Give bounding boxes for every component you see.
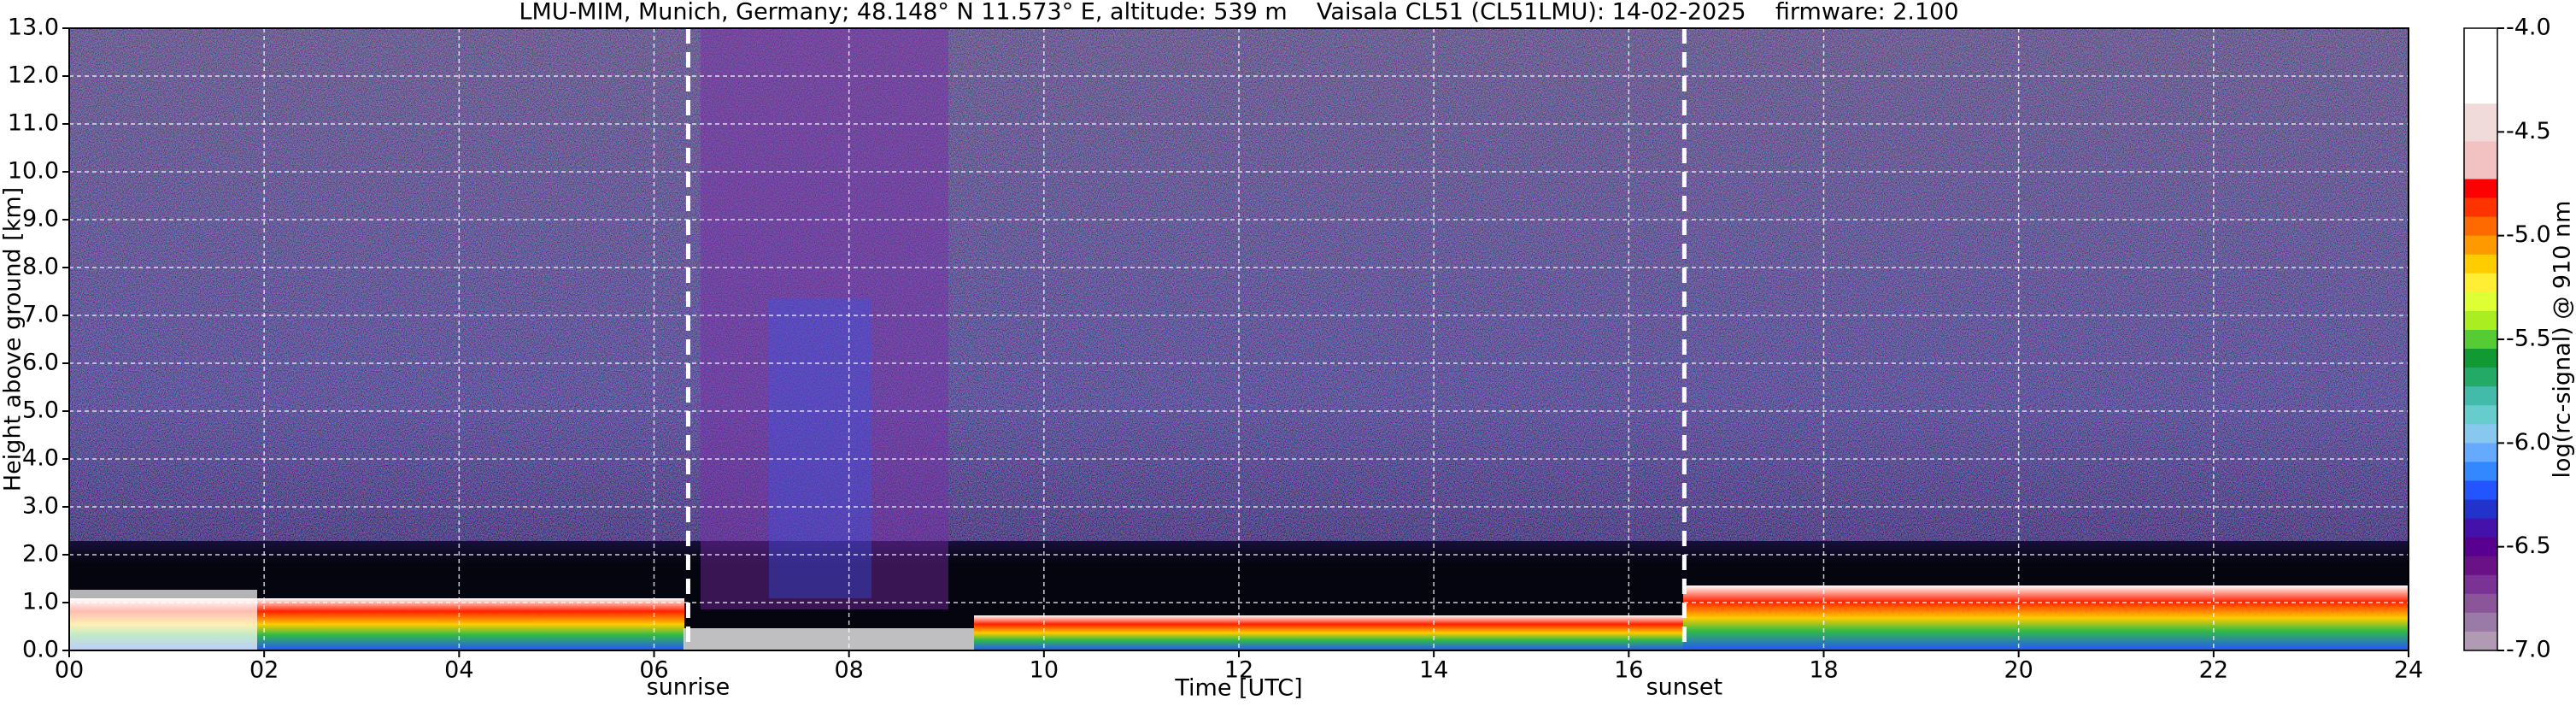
colorbar-tick-label: -4.0 xyxy=(2506,15,2551,41)
y-tick-label: 2.0 xyxy=(22,541,59,568)
colorbar-segment xyxy=(2464,103,2497,123)
colorbar-segment xyxy=(2464,179,2497,199)
colorbar-segment xyxy=(2464,329,2497,350)
y-tick-label: 0.0 xyxy=(22,637,59,663)
x-tick-label: 22 xyxy=(2199,657,2228,684)
colorbar-segment xyxy=(2464,405,2497,425)
x-tick-label: 10 xyxy=(1030,657,1059,684)
x-axis-label: Time [UTC] xyxy=(1174,675,1302,702)
marker-label: sunset xyxy=(1646,674,1723,701)
y-tick-label: 10.0 xyxy=(8,158,59,185)
colorbar-segment xyxy=(2464,310,2497,331)
colorbar-tick-label: -7.0 xyxy=(2506,637,2551,663)
x-tick-label: 08 xyxy=(834,657,863,684)
colorbar-segment xyxy=(2464,386,2497,406)
x-tick-label: 02 xyxy=(249,657,279,684)
y-tick-label: 5.0 xyxy=(22,397,59,424)
colorbar-segment xyxy=(2464,254,2497,274)
x-tick-label: 16 xyxy=(1614,657,1643,684)
colorbar-segment xyxy=(2464,574,2497,595)
colorbar-segment xyxy=(2464,160,2497,180)
colorbar-tick-label: -5.5 xyxy=(2506,326,2551,352)
x-tick-label: 06 xyxy=(639,657,668,684)
x-tick-label: 04 xyxy=(444,657,473,684)
colorbar-segment xyxy=(2464,273,2497,293)
colorbar-segment xyxy=(2464,518,2497,538)
colorbar-segment xyxy=(2464,593,2497,614)
y-axis-label: Height above ground [km] xyxy=(0,187,26,491)
colorbar-segment xyxy=(2464,216,2497,237)
x-tick-label: 20 xyxy=(2004,657,2033,684)
colorbar-segment xyxy=(2464,28,2497,48)
chart-title: LMU-MIM, Munich, Germany; 48.148° N 11.5… xyxy=(519,0,1958,26)
colorbar-segment xyxy=(2464,349,2497,368)
y-tick-label: 11.0 xyxy=(8,110,59,137)
y-tick-label: 8.0 xyxy=(22,254,59,280)
colorbar-segment xyxy=(2464,480,2497,501)
colorbar-segment xyxy=(2464,612,2497,632)
colorbar-tick-label: -6.0 xyxy=(2506,429,2551,456)
colorbar-segment xyxy=(2464,197,2497,218)
colorbar-segment xyxy=(2464,291,2497,312)
y-tick-label: 7.0 xyxy=(22,302,59,328)
y-tick-label: 4.0 xyxy=(22,445,59,472)
y-tick-label: 6.0 xyxy=(22,350,59,376)
colorbar-tick-label: -6.5 xyxy=(2506,532,2551,559)
marker-label: sunrise xyxy=(647,674,731,701)
y-tick-label: 13.0 xyxy=(8,15,59,41)
y-tick-label: 3.0 xyxy=(22,493,59,520)
chart-layer: 00 02 04 06 08 10 12 14 16 18 20 22 24 0.0 1.0 2.0 3.0 4.… xyxy=(8,15,2551,701)
colorbar-segment xyxy=(2464,122,2497,142)
x-tick-label: 24 xyxy=(2394,657,2423,684)
y-tick-label: 9.0 xyxy=(22,206,59,232)
colorbar-segment xyxy=(2464,631,2497,651)
colorbar-segment xyxy=(2464,424,2497,444)
x-tick-label: 14 xyxy=(1419,657,1448,684)
y-tick-label: 1.0 xyxy=(22,589,59,615)
colorbar-tick-label: -4.5 xyxy=(2506,118,2551,144)
colorbar-segment xyxy=(2464,85,2497,104)
colorbar-segment xyxy=(2464,47,2497,67)
plot-frame xyxy=(68,27,2409,651)
colorbar-segment xyxy=(2464,499,2497,520)
colorbar-segment xyxy=(2464,66,2497,85)
colorbar-segment xyxy=(2464,368,2497,387)
colorbar-segment xyxy=(2464,141,2497,162)
colorbar-segment xyxy=(2464,537,2497,557)
colorbar-segment xyxy=(2464,462,2497,482)
colorbar-tick-label: -5.0 xyxy=(2506,221,2551,248)
colorbar-segment xyxy=(2464,556,2497,576)
x-tick-label: 12 xyxy=(1224,657,1253,684)
x-tick-label: 18 xyxy=(1809,657,1838,684)
x-tick-label: 00 xyxy=(55,657,84,684)
colorbar-segment xyxy=(2464,443,2497,462)
y-tick-label: 12.0 xyxy=(8,62,59,89)
colorbar-label: log(rc-signal) @ 910 nm xyxy=(2550,201,2576,479)
colorbar-segment xyxy=(2464,235,2497,256)
